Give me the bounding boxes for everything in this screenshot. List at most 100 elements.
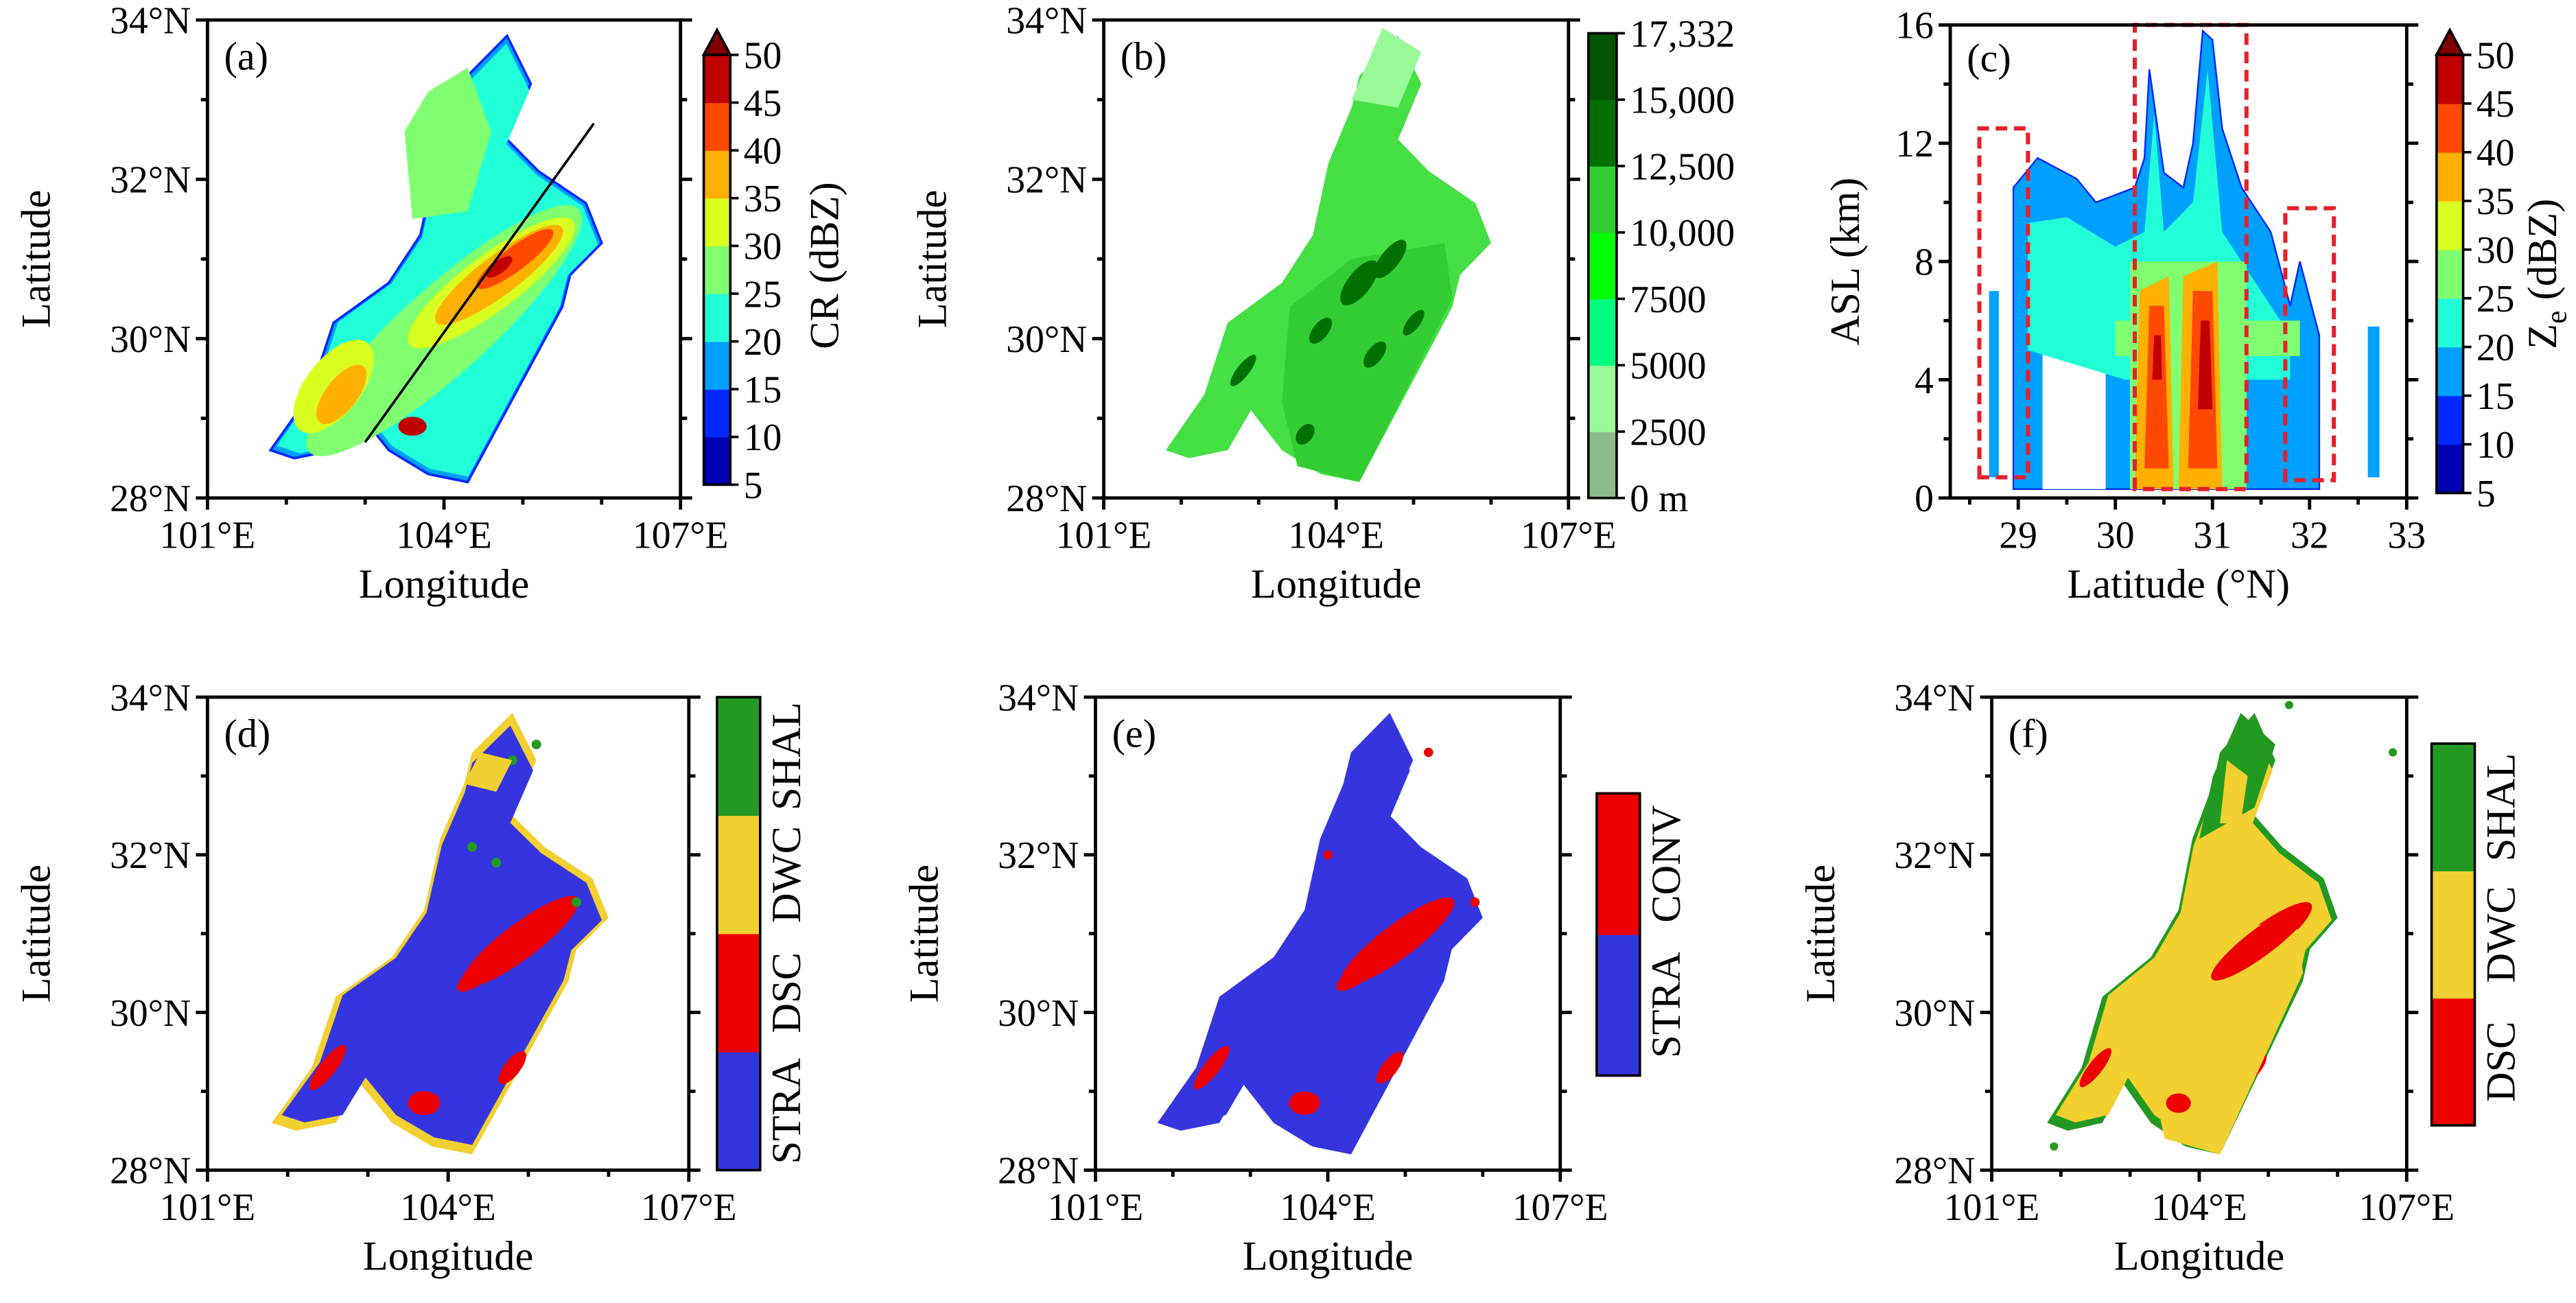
colorbar-label-unit: (dBZ) bbox=[2520, 199, 2566, 311]
legend-swatch-dwc bbox=[2431, 871, 2475, 999]
legend-label-stra: STRA bbox=[1643, 952, 1689, 1058]
colorbar-tick-label: 30 bbox=[744, 226, 782, 268]
panel-a: 101°E 104°E 107°E 28°N 30°N 32°N 34°N Longitude… bbox=[14, 0, 848, 607]
legend-frame bbox=[2430, 742, 2477, 1127]
colorbar-tick-label: 20 bbox=[2477, 327, 2515, 369]
x-tick-label: 33 bbox=[2387, 514, 2426, 556]
panel-d: 101°E 104°E 107°E 28°N 30°N 32°N 34°N Longitude… bbox=[14, 677, 810, 1279]
legend-swatch-dwc bbox=[716, 815, 760, 935]
y-tick-label: 0 bbox=[1915, 478, 1934, 520]
y-tick-label: 8 bbox=[1915, 241, 1934, 283]
x-tick-label: 32 bbox=[2291, 514, 2329, 556]
y-tick-label: 28°N bbox=[1894, 1150, 1975, 1193]
y-tick-label: 34°N bbox=[1006, 0, 1087, 42]
legend-label-dwc: DWC bbox=[2479, 886, 2525, 983]
colorbar-tick-label: 2500 bbox=[1630, 411, 1706, 454]
echo-45dbz bbox=[2197, 320, 2213, 410]
y-tick-label: 30°N bbox=[110, 992, 191, 1035]
terrain-high bbox=[1363, 341, 1387, 368]
colorbar-segment bbox=[1588, 232, 1617, 300]
colorbar-frame bbox=[702, 54, 732, 486]
legend-frame bbox=[716, 696, 762, 1172]
terrain-high bbox=[1403, 309, 1425, 336]
x-tick-label: 107°E bbox=[2358, 1186, 2455, 1229]
colorbar-tick-label: 10 bbox=[2477, 424, 2515, 467]
colorbar-tick-label: 20 bbox=[744, 321, 782, 364]
colorbar-tick-label: 50 bbox=[2477, 34, 2515, 77]
y-axis-label: Latitude bbox=[14, 865, 60, 1002]
class-base bbox=[281, 725, 602, 1145]
y-tick-label: 34°N bbox=[998, 677, 1079, 719]
panel-label: (f) bbox=[2009, 712, 2048, 756]
y-tick-label: 30°N bbox=[1006, 318, 1087, 361]
colorbar-segment bbox=[1588, 365, 1617, 432]
colorbar-tick-label: 15 bbox=[744, 369, 782, 412]
class-spot bbox=[1323, 850, 1333, 860]
class-dwc-domain bbox=[2151, 917, 2304, 1155]
class-dwc-north bbox=[464, 752, 513, 792]
colorbar-tick-label: 40 bbox=[2477, 132, 2515, 174]
panel-label: (e) bbox=[1112, 712, 1156, 756]
colorbar-tick-label: 5000 bbox=[1630, 345, 1706, 388]
legend-swatch-conv bbox=[1596, 793, 1640, 935]
x-tick-label: 101°E bbox=[160, 514, 256, 556]
classification-field bbox=[1157, 712, 1483, 1155]
x-tick-label: 104°E bbox=[400, 1186, 496, 1229]
class-spot bbox=[531, 739, 541, 749]
class-band bbox=[457, 954, 504, 992]
class-band bbox=[309, 1044, 347, 1091]
colorbar-label: Ze (dBZ) bbox=[2520, 199, 2573, 349]
echo-45dbz bbox=[398, 416, 427, 436]
colorbar-tick-label: 10,000 bbox=[1630, 212, 1735, 255]
colorbar-segment bbox=[703, 150, 731, 199]
x-tick-label: 107°E bbox=[1512, 1186, 1608, 1229]
classification-field bbox=[271, 712, 609, 1155]
colorbar-segment bbox=[703, 102, 731, 151]
x-tick-label: 31 bbox=[2193, 514, 2232, 556]
colorbar-tick-label: 25 bbox=[744, 273, 782, 316]
colorbar-segment bbox=[703, 198, 731, 247]
x-axis-label: Longitude bbox=[359, 561, 530, 607]
colorbar-segment bbox=[2436, 249, 2463, 299]
y-tick-label: 32°N bbox=[110, 159, 191, 202]
class-band bbox=[2211, 902, 2312, 981]
colorbar-tick-label: 35 bbox=[2477, 180, 2515, 223]
legend-label-stra: STRA bbox=[764, 1058, 810, 1164]
terrain-high bbox=[1340, 260, 1379, 306]
y-axis-label: Latitude bbox=[910, 190, 956, 328]
colorbar-label-main: Z bbox=[2520, 324, 2566, 349]
colorbar-tick-label: 35 bbox=[744, 178, 782, 220]
colorbar-tick-label: 17,332 bbox=[1630, 13, 1735, 56]
panel-label: (a) bbox=[224, 34, 268, 79]
panel-label: (d) bbox=[224, 712, 271, 756]
x-tick-label: 104°E bbox=[1280, 1186, 1376, 1229]
y-tick-label: 4 bbox=[1915, 360, 1934, 402]
y-tick-label: 34°N bbox=[110, 677, 191, 719]
classification-field bbox=[2047, 701, 2398, 1155]
colorbar-tick-label: 12,500 bbox=[1630, 145, 1735, 188]
class-spot bbox=[491, 858, 502, 868]
legend-label-dsc: DSC bbox=[2479, 1022, 2525, 1103]
x-tick-label: 104°E bbox=[1288, 514, 1384, 556]
y-tick-label: 28°N bbox=[110, 478, 191, 520]
y-tick-label: 30°N bbox=[998, 992, 1079, 1035]
x-tick-label: 101°E bbox=[1048, 1186, 1144, 1229]
colorbar-segment bbox=[2436, 103, 2463, 153]
echo-35dbz bbox=[316, 364, 367, 424]
class-band bbox=[2166, 1093, 2191, 1113]
class-band bbox=[1376, 1051, 1403, 1084]
colorbar-tick-label: 0 m bbox=[1630, 478, 1688, 520]
colorbar-segment bbox=[2436, 200, 2463, 250]
colorbar-segment bbox=[2436, 298, 2463, 348]
cross-section-field bbox=[1977, 23, 2380, 491]
panel-b: 101°E 104°E 107°E 28°N 30°N 32°N 34°N Longitude… bbox=[910, 0, 1735, 607]
echo-15dbz bbox=[2367, 326, 2380, 478]
colorbar-segment bbox=[703, 389, 731, 438]
legend-swatch-stra bbox=[1596, 934, 1640, 1077]
y-tick-label: 30°N bbox=[1894, 992, 1975, 1035]
highlight-box bbox=[2283, 206, 2337, 482]
x-tick-label: 104°E bbox=[2151, 1186, 2247, 1229]
class-band bbox=[408, 1091, 441, 1116]
colorbar-extend-arrow bbox=[2434, 27, 2466, 56]
